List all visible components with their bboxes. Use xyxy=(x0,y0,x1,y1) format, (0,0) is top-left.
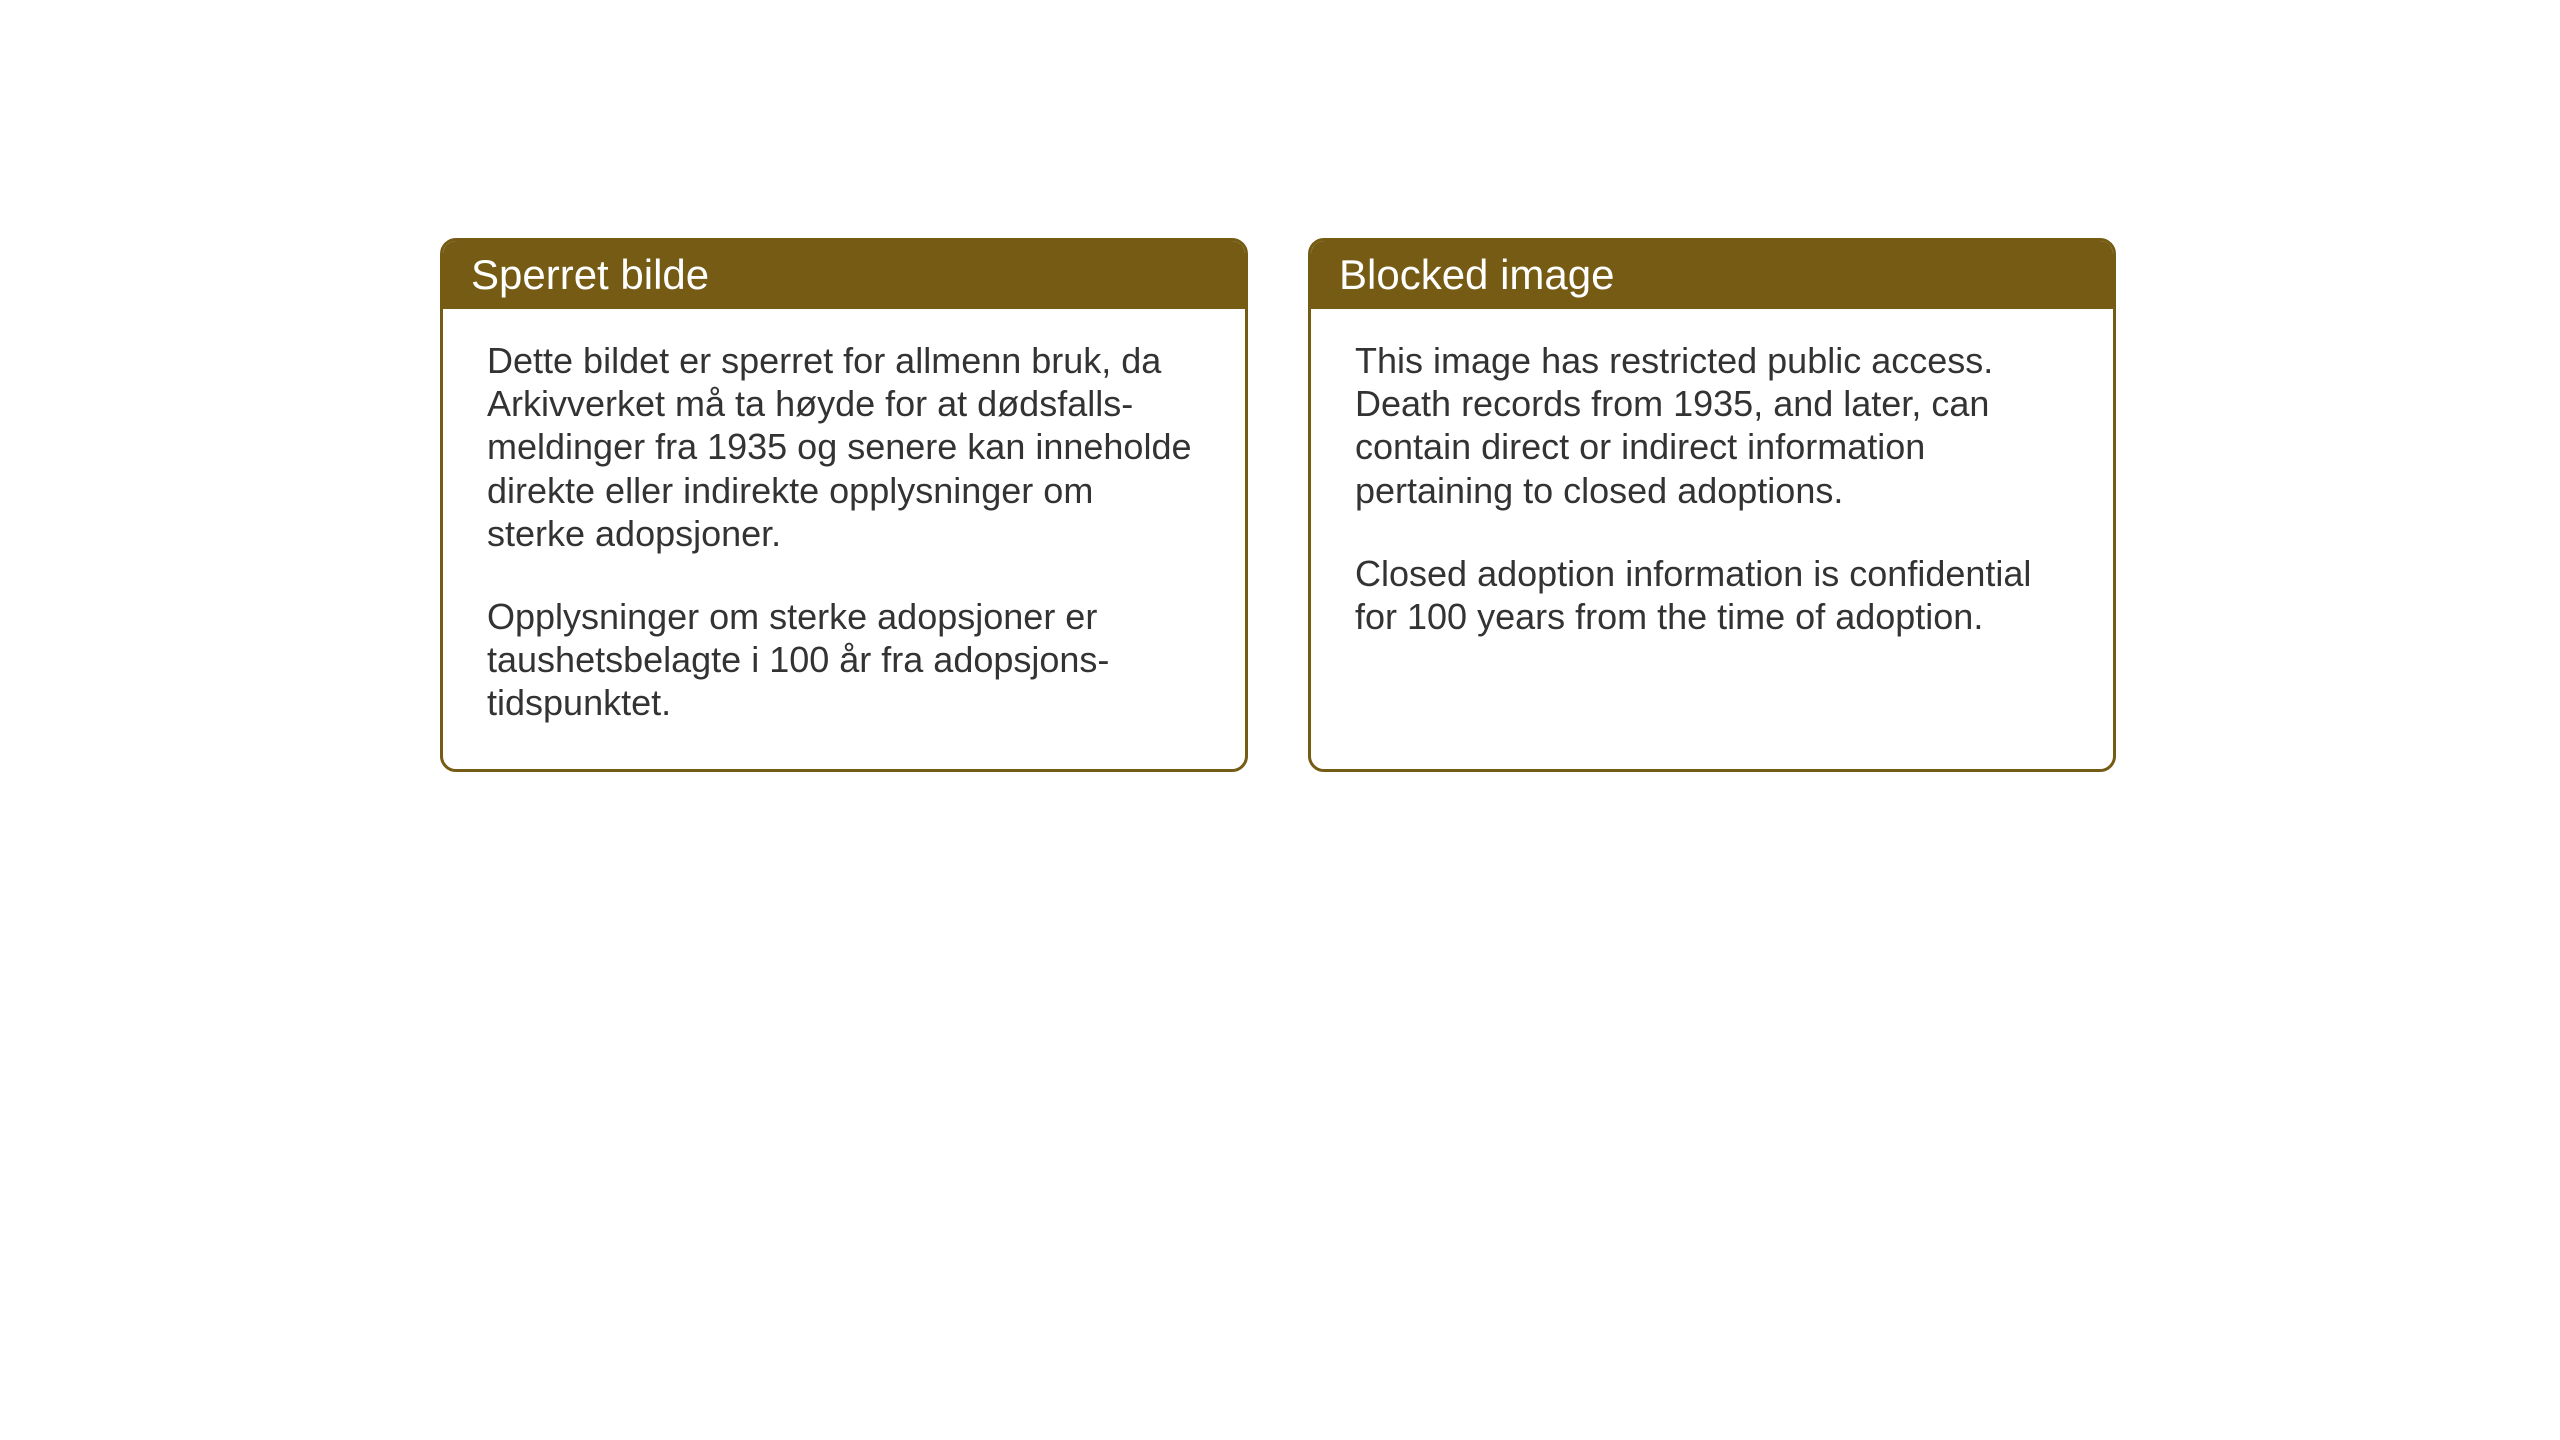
card-header-english: Blocked image xyxy=(1311,241,2113,309)
card-paragraph2-norwegian: Opplysninger om sterke adopsjoner er tau… xyxy=(487,595,1201,725)
card-english: Blocked image This image has restricted … xyxy=(1308,238,2116,772)
card-body-english: This image has restricted public access.… xyxy=(1311,309,2113,699)
card-norwegian: Sperret bilde Dette bildet er sperret fo… xyxy=(440,238,1248,772)
card-paragraph1-norwegian: Dette bildet er sperret for allmenn bruk… xyxy=(487,339,1201,555)
card-title-english: Blocked image xyxy=(1339,251,1614,298)
card-paragraph1-english: This image has restricted public access.… xyxy=(1355,339,2069,512)
card-title-norwegian: Sperret bilde xyxy=(471,251,709,298)
card-paragraph2-english: Closed adoption information is confident… xyxy=(1355,552,2069,638)
cards-container: Sperret bilde Dette bildet er sperret fo… xyxy=(440,238,2116,772)
card-header-norwegian: Sperret bilde xyxy=(443,241,1245,309)
card-body-norwegian: Dette bildet er sperret for allmenn bruk… xyxy=(443,309,1245,769)
